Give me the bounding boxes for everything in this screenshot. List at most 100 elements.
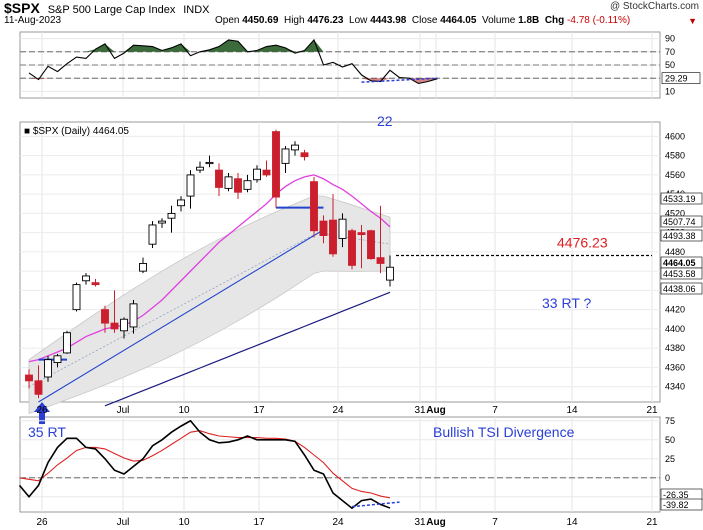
rt-low-annotation: 35 RT bbox=[28, 424, 66, 440]
candlestick bbox=[34, 380, 43, 395]
candlestick bbox=[300, 152, 309, 158]
rsi-line bbox=[28, 38, 438, 85]
candlestick bbox=[281, 148, 290, 164]
price-value-box bbox=[660, 282, 703, 295]
candlestick bbox=[262, 169, 271, 176]
price-tick-label: 4420 bbox=[665, 305, 685, 315]
candlestick bbox=[243, 180, 252, 190]
rt-question-annotation: 33 RT ? bbox=[542, 295, 592, 311]
candlestick bbox=[205, 161, 214, 165]
price-value-box bbox=[660, 192, 703, 205]
credit: @ StockCharts.com bbox=[609, 1, 699, 12]
candlestick bbox=[234, 178, 242, 193]
candlestick bbox=[386, 266, 394, 281]
price-tick-label: 4520 bbox=[665, 208, 685, 218]
price-tick-label: 4600 bbox=[665, 131, 685, 141]
price-tick-label: 4480 bbox=[665, 247, 685, 257]
price-value-label: 4507.74 bbox=[663, 217, 696, 227]
price-value-box bbox=[660, 229, 703, 242]
candlestick bbox=[101, 309, 109, 324]
candlestick bbox=[348, 230, 356, 266]
candlestick bbox=[177, 199, 185, 207]
tsi-x-tick-label: 21 bbox=[646, 517, 658, 528]
price-x-tick-label: 26 bbox=[36, 405, 48, 416]
price-x-tick-label: 24 bbox=[332, 405, 344, 416]
price-tick-label: 4380 bbox=[665, 343, 685, 353]
price-tick-label: 4580 bbox=[665, 151, 685, 161]
tsi-value-label: -26.35 bbox=[663, 490, 689, 500]
candlestick bbox=[148, 224, 157, 245]
tsi-divergence-line bbox=[351, 501, 400, 508]
candlestick bbox=[186, 174, 195, 197]
resistance-annotation: 4476.23 bbox=[557, 235, 608, 251]
candlestick bbox=[357, 232, 366, 236]
candlestick bbox=[196, 166, 204, 171]
price-x-tick-label: 7 bbox=[492, 405, 498, 416]
rsi-tick-label: 70 bbox=[665, 47, 675, 57]
bollinger-midline bbox=[28, 233, 391, 387]
price-x-tick-label: 17 bbox=[253, 405, 265, 416]
price-panel-legend: ■ $SPX (Daily) 4464.05 bbox=[24, 126, 129, 137]
moving-average-short bbox=[28, 174, 391, 363]
candlestick bbox=[110, 322, 119, 330]
candlestick bbox=[376, 257, 385, 264]
candlestick bbox=[253, 168, 261, 181]
candlestick bbox=[319, 220, 328, 236]
tsi-panel-frame bbox=[19, 416, 661, 513]
price-x-tick-label: 14 bbox=[566, 405, 578, 416]
tsi-x-tick-label: Jul bbox=[117, 517, 130, 528]
price-tick-label: 4340 bbox=[665, 382, 685, 392]
candlestick bbox=[139, 262, 147, 272]
price-x-tick-label: Aug bbox=[426, 405, 445, 416]
candlestick bbox=[72, 284, 81, 311]
collapse-triangle-icon[interactable]: ▼ bbox=[688, 16, 697, 26]
rsi-value-box bbox=[661, 72, 701, 84]
tsi-x-tick-label: Aug bbox=[426, 517, 445, 528]
chart-date: 11-Aug-2023 bbox=[4, 15, 62, 26]
candlestick bbox=[120, 318, 128, 332]
trend-line bbox=[38, 229, 324, 403]
rsi-overbought-fill bbox=[29, 39, 438, 52]
low-value: 4443.98 bbox=[370, 15, 407, 26]
close-value: 4464.05 bbox=[440, 15, 477, 26]
symbol-description: S&P 500 Large Cap Index bbox=[47, 4, 176, 16]
up-arrow-icon bbox=[34, 402, 50, 424]
tsi-tick-label: 50 bbox=[665, 435, 675, 445]
price-x-tick-label: 31 bbox=[414, 405, 426, 416]
price-value-label: 4493.38 bbox=[663, 231, 696, 241]
price-value-label: 4464.05 bbox=[663, 258, 696, 268]
tsi-value-label: -39.82 bbox=[663, 500, 689, 510]
exchange: INDX bbox=[183, 4, 210, 16]
change-value: -4.78 (-0.11%) bbox=[567, 15, 631, 26]
chart-title: $SPX S&P 500 Large Cap Index INDX bbox=[4, 0, 210, 16]
candlestick bbox=[338, 218, 347, 239]
candlestick bbox=[367, 230, 375, 260]
candlestick bbox=[291, 144, 299, 151]
candlestick bbox=[310, 181, 318, 232]
rsi-tick-label: 90 bbox=[665, 34, 675, 44]
symbol: $SPX bbox=[4, 0, 40, 16]
tsi-x-tick-label: 7 bbox=[492, 517, 498, 528]
rsi-tick-label: 10 bbox=[665, 86, 675, 96]
price-value-label: 4533.19 bbox=[663, 194, 696, 204]
price-value-box bbox=[660, 267, 703, 280]
candlestick bbox=[91, 282, 100, 286]
volume-value: 1.8B bbox=[518, 15, 540, 26]
divergence-annotation: Bullish TSI Divergence bbox=[433, 424, 575, 440]
candlestick bbox=[329, 219, 337, 255]
candlestick bbox=[25, 374, 33, 382]
tsi-value-box bbox=[660, 498, 703, 511]
moving-average-long bbox=[104, 291, 391, 407]
candlestick bbox=[272, 131, 280, 198]
tsi-x-tick-label: 26 bbox=[36, 517, 48, 528]
candlestick bbox=[158, 220, 166, 224]
candlestick bbox=[82, 275, 90, 282]
tsi-x-tick-label: 31 bbox=[414, 517, 426, 528]
price-tick-label: 4400 bbox=[665, 324, 685, 334]
tsi-x-tick-label: 24 bbox=[332, 517, 344, 528]
candlestick bbox=[215, 169, 223, 188]
candlestick bbox=[44, 359, 52, 378]
tsi-x-tick-label: 10 bbox=[178, 517, 190, 528]
tsi-signal-line bbox=[19, 430, 391, 499]
